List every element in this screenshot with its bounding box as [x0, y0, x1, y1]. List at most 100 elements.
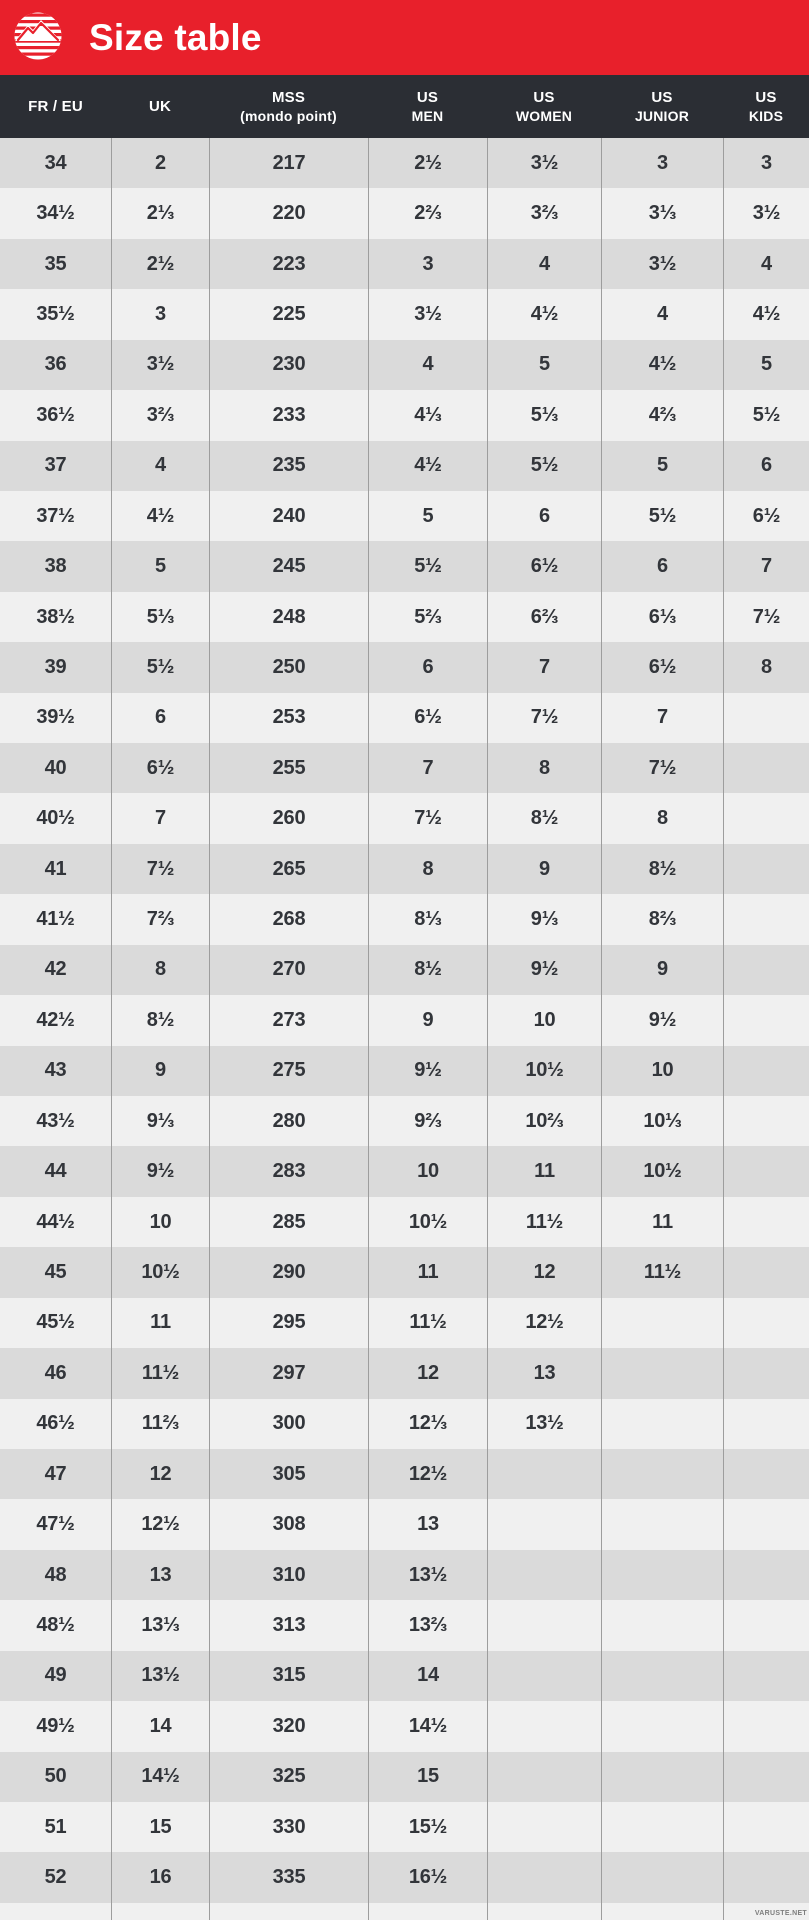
table-cell: 13⅓: [111, 1600, 209, 1651]
table-row: 50 14½ 325 15: [0, 1751, 809, 1802]
table-cell: 5: [487, 339, 601, 391]
table-cell: 41: [44, 857, 67, 880]
table-cell: [487, 1701, 601, 1752]
table-row: 49½ 14 320 14½: [0, 1701, 809, 1752]
table-cell: 45½: [36, 1311, 75, 1334]
table-cell: 335: [209, 1852, 368, 1903]
table-cell: 8⅔: [601, 894, 723, 945]
page-title: Size table: [89, 16, 262, 58]
table-cell: 285: [209, 1196, 368, 1248]
table-cell: 37: [44, 454, 67, 477]
table-cell: 11½: [487, 1196, 601, 1248]
table-row: 35 2½ 223 3 4 3½ 4: [0, 238, 809, 290]
table-cell: 6½: [368, 692, 487, 744]
table-cell-empty: [0, 1903, 111, 1920]
table-cell: 4: [723, 238, 809, 290]
table-cell: 283: [209, 1146, 368, 1197]
table-cell: 4½: [723, 289, 809, 340]
table-cell: 4½: [487, 289, 601, 340]
table-cell: 3½: [111, 339, 209, 391]
table-cell: 8½: [111, 995, 209, 1046]
table-cell: [723, 894, 809, 945]
table-cell: 225: [209, 289, 368, 340]
table-cell: [723, 1448, 809, 1500]
table-cell: 5½: [601, 490, 723, 542]
table-cell: 3: [111, 289, 209, 340]
table-cell: 8: [487, 743, 601, 794]
table-cell: 15: [111, 1801, 209, 1853]
table-cell: 12: [111, 1448, 209, 1500]
table-cell: 10⅓: [601, 1096, 723, 1147]
table-cell: 3⅔: [487, 188, 601, 239]
table-cell: 313: [209, 1600, 368, 1651]
table-cell: 5½: [111, 642, 209, 693]
table-cell: 6: [368, 642, 487, 693]
table-cell: 2⅔: [368, 188, 487, 239]
table-cell: 13½: [111, 1650, 209, 1702]
table-cell: [723, 1801, 809, 1853]
table-cell: 11: [487, 1146, 601, 1197]
table-cell: 245: [209, 541, 368, 592]
table-cell: 4⅓: [368, 390, 487, 441]
table-row: 45½ 11 295 11½ 12½: [0, 1297, 809, 1349]
table-cell: [723, 1196, 809, 1248]
table-cell: 14½: [368, 1701, 487, 1752]
table-cell: 37½: [36, 504, 75, 527]
table-cell: 300: [209, 1398, 368, 1449]
table-cell: 6: [111, 692, 209, 744]
table-row: 36½ 3⅔ 233 4⅓ 5⅓ 4⅔ 5½: [0, 390, 809, 441]
table-cell: [601, 1398, 723, 1449]
column-header: UK: [148, 97, 172, 115]
table-cell: 47: [44, 1462, 67, 1485]
table-cell: 16: [111, 1852, 209, 1903]
table-cell: 235: [209, 440, 368, 491]
table-cell: 13: [111, 1549, 209, 1601]
table-cell: 9½: [368, 1045, 487, 1097]
table-cell: 7: [368, 743, 487, 794]
table-cell: 39½: [36, 706, 75, 729]
table-row: 36 3½ 230 4 5 4½ 5: [0, 339, 809, 391]
table-cell: 230: [209, 339, 368, 391]
table-cell: [723, 1650, 809, 1702]
table-cell: 265: [209, 843, 368, 895]
table-cell: [601, 1751, 723, 1802]
table-cell: [723, 743, 809, 794]
table-cell: [601, 1852, 723, 1903]
table-cell: 9: [487, 843, 601, 895]
table-cell: [723, 1751, 809, 1802]
table-cell: 11½: [368, 1297, 487, 1349]
table-cell: 10: [111, 1196, 209, 1248]
table-cell: 13: [487, 1348, 601, 1399]
table-row: 37 4 235 4½ 5½ 5 6: [0, 440, 809, 491]
table-cell: 9⅓: [111, 1096, 209, 1147]
table-cell: 5⅓: [111, 591, 209, 643]
table-row: 45 10½ 290 11 12 11½: [0, 1247, 809, 1298]
table-cell: 11: [368, 1247, 487, 1298]
table-cell: 4: [601, 289, 723, 340]
table-cell: 233: [209, 390, 368, 441]
table-cell: [601, 1701, 723, 1752]
table-cell: 10: [601, 1045, 723, 1097]
table-row: 49 13½ 315 14: [0, 1650, 809, 1702]
table-cell-empty: [601, 1902, 723, 1920]
app-header: Size table: [0, 0, 809, 75]
table-cell: 34½: [36, 202, 75, 225]
table-cell: 7: [601, 692, 723, 744]
table-cell: 49½: [36, 1714, 75, 1737]
table-cell: 12: [368, 1348, 487, 1399]
table-cell: 305: [209, 1448, 368, 1500]
table-row: 46½ 11⅔ 300 12⅓ 13½: [0, 1398, 809, 1449]
table-cell: 2½: [368, 138, 487, 189]
table-cell: 7½: [601, 743, 723, 794]
size-table: 34 2 217 2½ 3½ 3 3 34½ 2⅓ 220 2⅔ 3⅔ 3⅓ 3½ 35 2½ 223 3 4 3½ 4…: [0, 138, 809, 1903]
table-cell: 3½: [601, 238, 723, 290]
table-cell: 4½: [368, 440, 487, 491]
table-cell: [601, 1348, 723, 1399]
table-cell: 46½: [36, 1412, 75, 1435]
table-cell: 12⅓: [368, 1398, 487, 1449]
table-cell: 4⅔: [601, 390, 723, 441]
table-row: 41 7½ 265 8 9 8½: [0, 843, 809, 895]
table-cell: 2⅓: [111, 188, 209, 239]
table-cell: 48: [44, 1563, 67, 1586]
table-row: 40 6½ 255 7 8 7½: [0, 743, 809, 794]
